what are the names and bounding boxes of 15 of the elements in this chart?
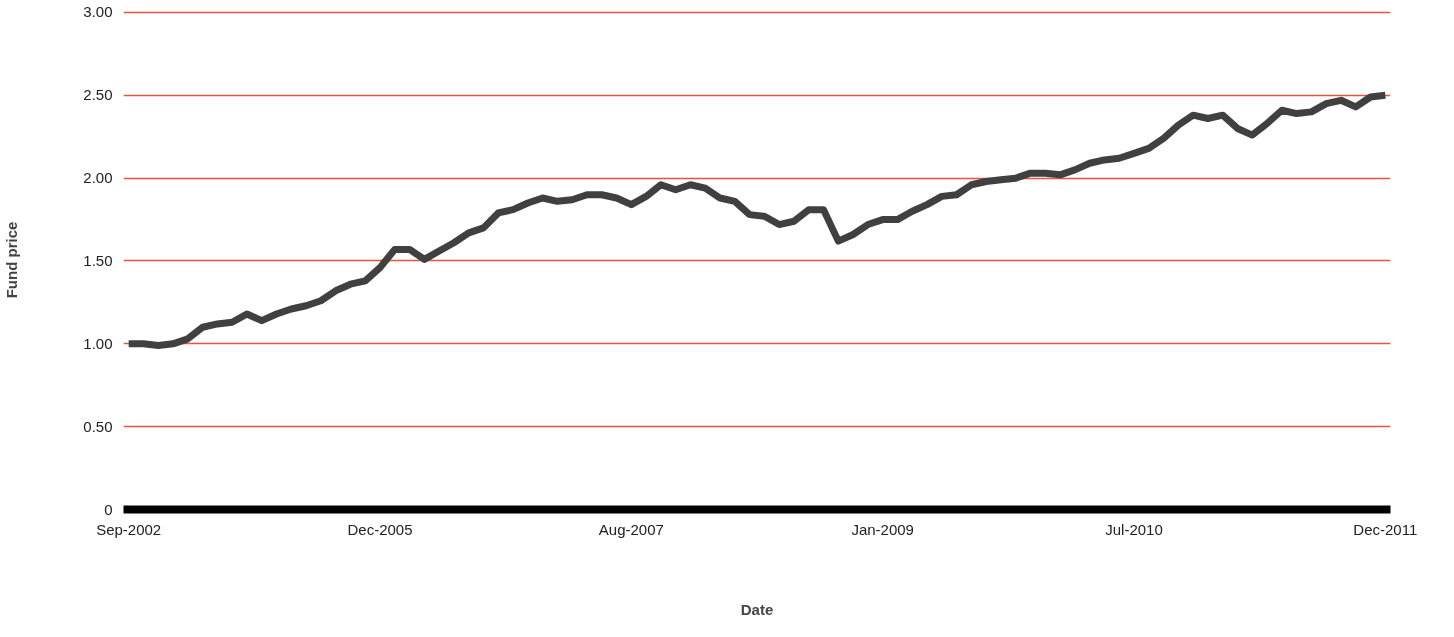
x-tick-label: Sep-2002 [96,520,162,538]
x-tick-label: Jul-2010 [1105,520,1163,538]
y-tick-label: 1.50 [83,251,113,269]
x-tick-label: Aug-2007 [598,520,664,538]
y-tick-label: 2.50 [83,86,113,104]
x-tick-label: Dec-2005 [347,520,413,538]
x-tick-label: Dec-2011 [1353,520,1418,538]
y-tick-label: 3.00 [83,3,113,21]
y-tick-label: 0 [104,500,113,518]
y-tick-label: 0.50 [83,417,113,435]
y-tick-label: 1.00 [83,334,113,352]
x-axis-title: Date [740,600,774,618]
y-tick-label: 2.00 [83,169,113,187]
y-axis-title: Fund price [3,221,21,299]
x-tick-label: Jan-2009 [851,520,914,538]
